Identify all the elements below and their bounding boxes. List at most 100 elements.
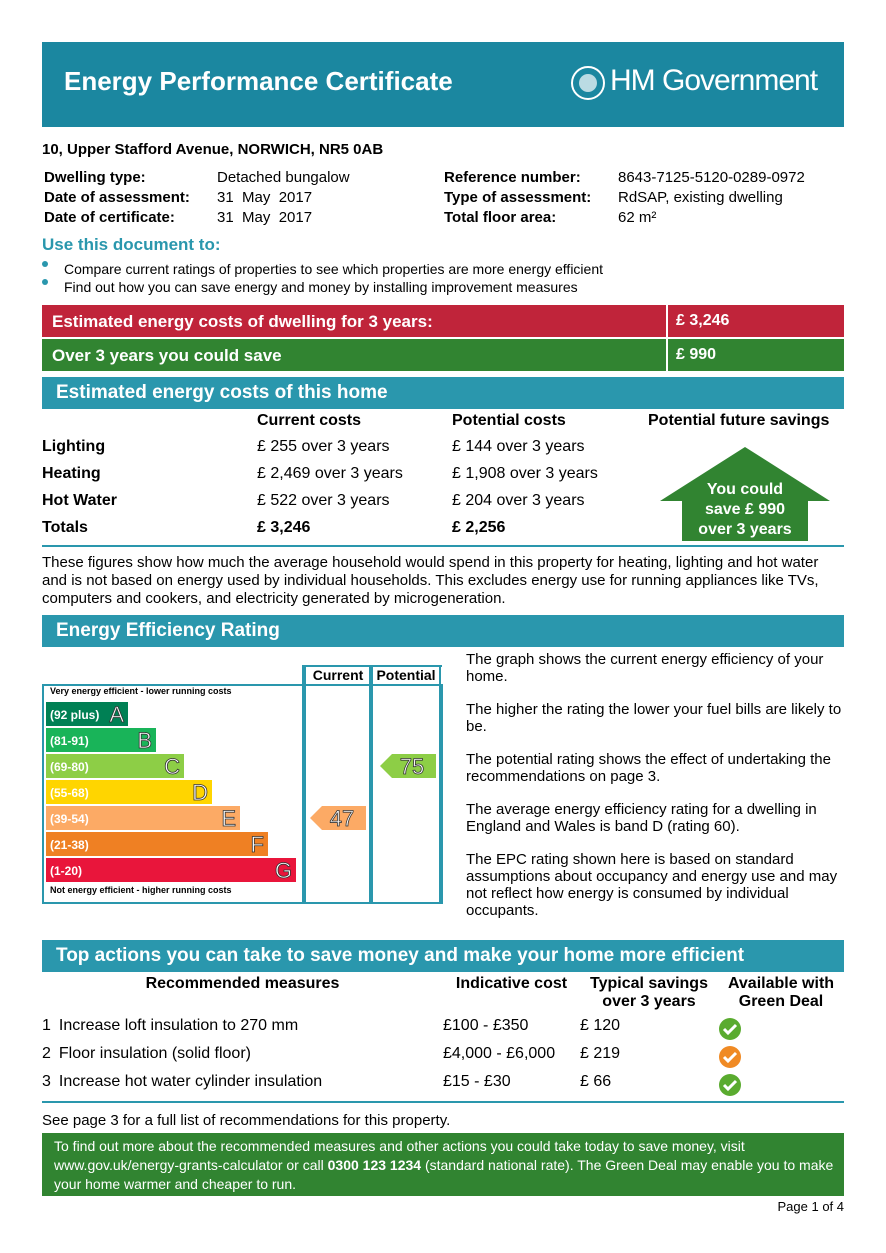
detail-value: RdSAP, existing dwelling <box>618 189 783 206</box>
info-text: 0300 123 1234 <box>327 1157 422 1173</box>
scale-bottom: Not energy efficient - higher running co… <box>50 885 232 895</box>
table-header cell: Potential costs <box>452 412 566 429</box>
rating-band <box>46 728 156 752</box>
action-number: 1 <box>42 1017 51 1034</box>
cell: 3 Increase hot water cylinder insulation <box>42 1073 443 1102</box>
band-letter: E <box>221 806 236 831</box>
green-deal-icon <box>719 1046 741 1068</box>
section-bar: Top actions you can take to save money a… <box>42 940 844 972</box>
detail-label: Type of assessment: <box>444 189 592 206</box>
total-cell cell: Totals <box>42 519 257 547</box>
bullet-text: Compare current ratings of properties to… <box>64 261 604 277</box>
bullet-text: Find out how you can save energy and mon… <box>64 279 578 295</box>
bullet <box>42 261 48 267</box>
bullet <box>42 279 48 285</box>
band-letter: B <box>137 728 152 753</box>
section-bar: Energy Efficiency Rating <box>42 615 844 647</box>
detail-value: 31 May 2017 <box>217 189 313 206</box>
rating-text: The potential rating shows the effect of… <box>466 751 831 785</box>
action-number: 3 <box>42 1073 51 1090</box>
rating-arrow <box>380 754 436 778</box>
use-title: Use this document to: <box>42 235 221 254</box>
header-bar: Energy Performance Certificate HM Govern… <box>42 42 844 127</box>
see-note: See page 3 for a full list of recommenda… <box>42 1112 451 1129</box>
summary-label: Estimated energy costs of dwelling for 3… <box>52 312 433 331</box>
action-header cell: Indicative cost <box>455 975 568 992</box>
summary-bar: Estimated energy costs of dwelling for 3… <box>42 305 844 337</box>
cell <box>718 1073 844 1102</box>
summary-value: £ 990 <box>676 346 717 363</box>
green-deal-icon <box>719 1074 741 1096</box>
cost-cell cell: £ 1,908 over 3 years <box>452 465 598 482</box>
cost-cell cell: Hot Water <box>42 492 117 509</box>
band-range: (21-38) <box>50 838 89 852</box>
rating-band <box>46 754 184 778</box>
page-number: Page 1 of 4 <box>777 1199 845 1214</box>
detail-label: Date of certificate: <box>44 209 175 226</box>
action-savings cell: £ 219 <box>580 1045 621 1062</box>
table-header cell: Potential future savings <box>648 412 830 429</box>
column-header: Potential <box>376 667 435 683</box>
savings-text: over 3 years <box>698 521 792 538</box>
action-cost cell: £100 - £350 <box>443 1017 529 1034</box>
action-header cell: Recommended measures <box>145 975 340 992</box>
rating-value: 75 <box>400 754 424 779</box>
detail-value: 31 May 2017 <box>217 209 313 226</box>
action-number: 2 <box>42 1045 51 1062</box>
brand: HM Government <box>610 64 818 97</box>
divider <box>666 339 668 371</box>
action-savings cell: £ 120 <box>580 1017 621 1034</box>
detail-value: 62 m² <box>618 209 657 226</box>
band-letter: C <box>164 754 180 779</box>
chart-frame <box>42 684 443 904</box>
detail-label: Reference number: <box>444 169 581 186</box>
detail-label: Total floor area: <box>444 209 557 226</box>
info-box: To find out more about the recommended m… <box>42 1133 844 1196</box>
rating-text: The higher the rating the lower your fue… <box>466 701 842 735</box>
band-range: (1-20) <box>50 864 82 878</box>
rating-band <box>46 806 240 830</box>
info-text: (standard national rate). The Green Deal… <box>54 1157 834 1192</box>
cell <box>42 412 257 439</box>
section-title: Top actions you can take to save money a… <box>56 945 745 966</box>
action-cost cell: £4,000 - £6,000 <box>443 1045 556 1062</box>
cost-cell cell: £ 522 over 3 years <box>257 492 390 509</box>
info-text: To find out more about the recommended m… <box>54 1138 745 1173</box>
cell: 1 Increase loft insulation to 270 mm <box>42 1017 443 1046</box>
rule <box>42 1101 844 1103</box>
detail-label: Date of assessment: <box>44 189 190 206</box>
total-cell cell: £ 2,256 <box>452 519 648 547</box>
section-title: Energy Efficiency Rating <box>56 620 280 641</box>
title: Energy Performance Certificate <box>64 66 453 96</box>
cell <box>648 438 844 547</box>
action-cost cell: £15 - £30 <box>443 1073 511 1090</box>
column-header: Current <box>313 667 364 683</box>
cost-cell cell: Heating <box>42 465 101 482</box>
savings-house <box>660 447 830 541</box>
cell: 2 Floor insulation (solid floor) <box>42 1045 443 1074</box>
detail-value: Detached bungalow <box>217 169 350 186</box>
rating-text: The average energy efficiency rating for… <box>466 801 817 835</box>
table-header cell: Current costs <box>257 412 362 429</box>
band-range: (39-54) <box>50 812 89 826</box>
rating-arrow <box>310 806 366 830</box>
action-savings cell: £ 66 <box>580 1073 612 1090</box>
rating-chart: Current Potential Very energy efficient - … <box>42 665 443 904</box>
action-measure: Floor insulation (solid floor) <box>58 1045 251 1062</box>
detail-label: Dwelling type: <box>44 169 146 186</box>
cost-cell cell: £ 204 over 3 years <box>452 492 585 509</box>
band-range: (92 plus) <box>50 708 99 722</box>
savings-text: You could <box>706 481 784 498</box>
rating-band <box>46 702 128 726</box>
divider <box>666 305 668 337</box>
action-header cell: Available with Green Deal <box>727 975 835 1010</box>
rating-band <box>46 780 212 804</box>
band-range: (69-80) <box>50 760 89 774</box>
cell <box>718 1017 844 1046</box>
savings-text: save £ 990 <box>704 501 786 518</box>
action-measure: Increase loft insulation to 270 mm <box>58 1017 299 1034</box>
rating-band <box>46 858 296 882</box>
summary-value: £ 3,246 <box>676 312 730 329</box>
cost-cell cell: £ 2,469 over 3 years <box>257 465 403 482</box>
